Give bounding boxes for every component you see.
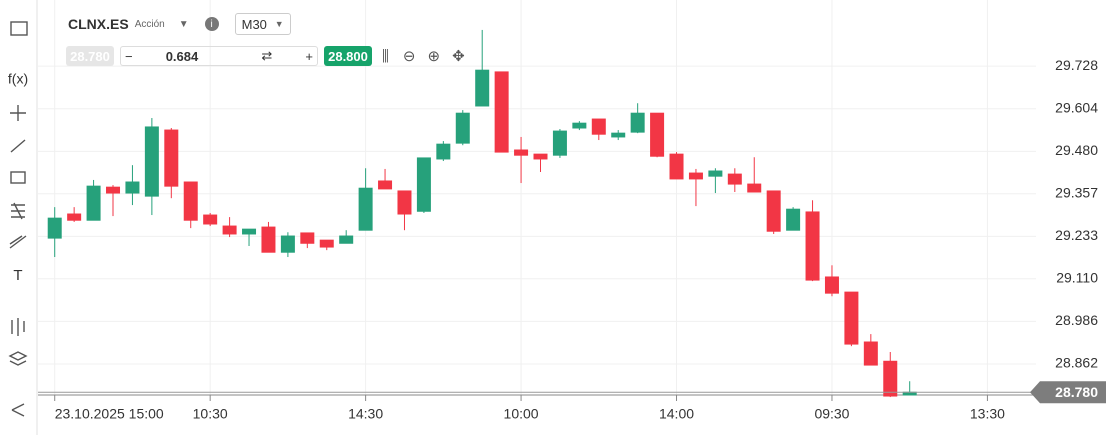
candle-body: [222, 225, 237, 235]
buy-price: 28.800: [328, 48, 368, 64]
indicator-icon[interactable]: [11, 318, 25, 336]
candle-body: [416, 157, 431, 212]
x-tick-label: 14:30: [348, 406, 383, 422]
candle-body: [883, 360, 898, 397]
candle-body: [164, 129, 179, 187]
candle-body: [242, 228, 257, 235]
candle-body: [319, 239, 334, 248]
instrument-type: Acción: [134, 18, 165, 30]
y-tick-label: 29.357: [1055, 184, 1098, 200]
plus-button[interactable]: +: [305, 48, 313, 64]
sidebar: [8, 21, 28, 417]
x-tick-label: 23.10.2025 15:00: [55, 406, 164, 422]
candle-body: [766, 190, 781, 232]
candle-body: [514, 149, 529, 156]
x-tick-label: 14:00: [659, 406, 694, 422]
candle-body: [611, 132, 626, 138]
candle-body: [727, 173, 742, 185]
line-tool-icon[interactable]: [10, 139, 26, 153]
candle-body: [339, 235, 354, 244]
rect-tool-icon[interactable]: [10, 171, 26, 184]
candle-body: [378, 180, 393, 190]
candle-body: [261, 226, 276, 253]
candle-body: [47, 217, 62, 239]
x-tick-label: 10:30: [193, 406, 228, 422]
candle-body: [67, 213, 82, 221]
candle-body: [533, 153, 548, 160]
y-tick-label: 29.728: [1055, 57, 1098, 73]
candle-body: [688, 172, 703, 180]
candle-body: [591, 118, 606, 135]
x-tick-label: 10:00: [504, 406, 539, 422]
trade-bar: 28.780 − 0.684 ⇄ + 28.800 ⫼ ⊖ ⊕ ✥: [66, 45, 465, 67]
symbol[interactable]: CLNX.ES: [68, 16, 129, 32]
y-tick-label: 29.480: [1055, 142, 1098, 158]
text-tool-icon[interactable]: T: [13, 267, 22, 284]
zoom-in-icon[interactable]: ⊕: [427, 48, 441, 65]
fib-tool-icon[interactable]: [11, 202, 25, 220]
buy-button[interactable]: 28.800: [324, 46, 372, 66]
candle-body: [455, 112, 470, 144]
candle-body: [844, 291, 859, 345]
pitchfork-icon[interactable]: [9, 235, 27, 249]
candle-body: [805, 211, 820, 281]
sell-button[interactable]: 28.780: [66, 46, 114, 66]
plot: 28.862 28.986 29.110 29.233 29.357 29.480 29.6…: [38, 29, 1106, 422]
volume: 0.684: [165, 48, 199, 64]
candle-body: [86, 185, 101, 221]
share-icon[interactable]: [11, 403, 25, 417]
swap-icon[interactable]: ⇄: [261, 48, 273, 63]
last-price-label: 28.780: [1055, 384, 1098, 400]
last-price-tag: [1030, 381, 1106, 404]
indicators-icon[interactable]: f(x): [8, 71, 28, 87]
candle-body: [280, 235, 295, 253]
minus-button[interactable]: −: [125, 48, 133, 64]
y-tick-label: 29.233: [1055, 227, 1098, 243]
candle-body: [630, 112, 645, 133]
y-tick-label: 29.604: [1055, 99, 1098, 115]
candle-body: [747, 183, 762, 193]
zoom-out-icon[interactable]: ⊖: [402, 48, 416, 65]
candle-body: [475, 69, 490, 107]
timeframe-select[interactable]: M30 ▼: [234, 13, 291, 35]
y-tick-label: 28.986: [1055, 312, 1098, 328]
candle-body: [708, 170, 723, 177]
timeframe: M30: [241, 16, 267, 32]
x-tick-label: 13:30: [970, 406, 1005, 422]
x-tick-label: 09:30: [814, 406, 849, 422]
symbol-bar: CLNX.ES Acción ▼ i M30 ▼: [68, 13, 291, 35]
candle-body: [572, 122, 587, 129]
chart-type-icon[interactable]: ⫼: [382, 47, 389, 65]
candle-body: [106, 186, 121, 194]
candle-body: [300, 232, 315, 244]
candle-body: [358, 187, 373, 231]
candle-body: [669, 153, 684, 180]
candle-body: [552, 130, 567, 156]
candle-body: [125, 181, 140, 194]
layers-icon[interactable]: [8, 351, 28, 366]
candle-body: [494, 71, 509, 153]
candle-body: [786, 208, 801, 231]
symbol-dropdown[interactable]: ▼: [178, 18, 189, 30]
y-tick-label: 28.862: [1055, 355, 1098, 371]
dropdown-arrow: ▼: [274, 19, 284, 29]
candle-body: [397, 190, 412, 215]
sell-price: 28.780: [70, 48, 110, 64]
crosshair-icon[interactable]: [10, 105, 26, 121]
candle-body: [863, 341, 878, 366]
candle-body: [436, 143, 451, 160]
volume-input[interactable]: − 0.684 ⇄ +: [120, 46, 318, 66]
candle-body: [144, 126, 159, 197]
candle-body: [203, 214, 218, 225]
candle-body: [183, 181, 198, 221]
layout-icon[interactable]: [10, 21, 28, 36]
candle-body: [650, 112, 665, 157]
candle-body: [824, 276, 839, 294]
info-icon[interactable]: i: [204, 17, 219, 31]
pan-icon[interactable]: ✥: [452, 48, 465, 65]
y-tick-label: 29.110: [1056, 269, 1098, 285]
